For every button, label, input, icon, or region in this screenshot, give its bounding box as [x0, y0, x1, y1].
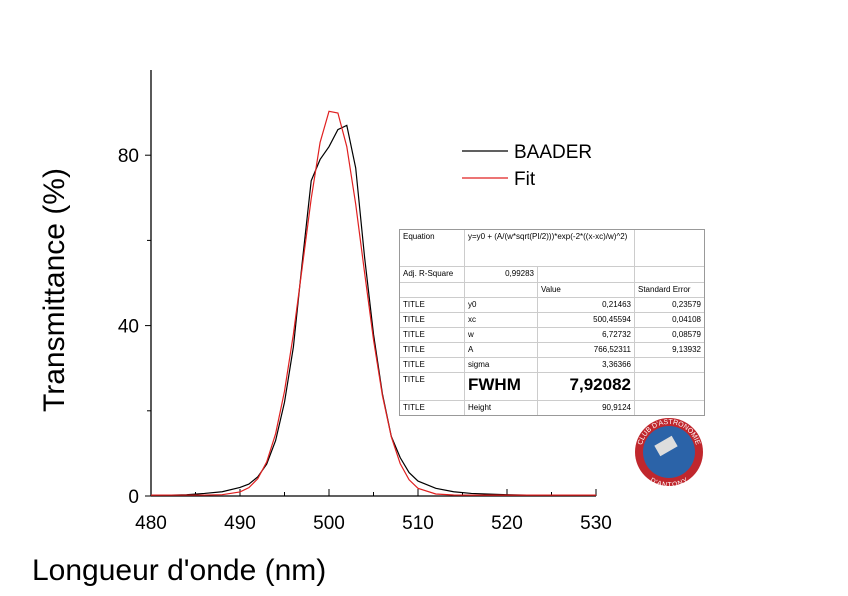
table-row: TITLE xc 500,45594 0,04108 [400, 313, 704, 328]
table-cell: 9,13932 [672, 345, 701, 354]
table-cell: y=y0 + (A/(w*sqrt(PI/2)))*exp(-2*((x-xc)… [465, 230, 635, 266]
table-row: TITLE y0 0,21463 0,23579 [400, 298, 704, 313]
table-cell: Adj. R-Square [400, 267, 465, 282]
table-cell: 500,45594 [538, 313, 635, 327]
series-line [150, 110, 596, 496]
x-tick-label: 520 [491, 513, 523, 534]
table-row: TITLE A 766,52311 9,13932 [400, 343, 704, 358]
table-cell: Value [538, 283, 635, 297]
table-cell: w [465, 328, 538, 342]
table-cell: y0 [465, 298, 538, 312]
table-cell: 0,21463 [538, 298, 635, 312]
table-cell [635, 267, 704, 282]
table-row: TITLE sigma 3,36366 [400, 358, 704, 373]
table-row: Adj. R-Square 0,99283 [400, 267, 704, 283]
table-cell [635, 358, 704, 372]
table-cell: 0,23579 [672, 300, 701, 309]
table-cell: TITLE [400, 373, 465, 400]
logo: CLUB D'ASTRONOMIE D'ANTONY [635, 418, 703, 489]
table-cell [400, 283, 465, 297]
table-cell [538, 267, 635, 282]
table-row: Value Standard Error [400, 283, 704, 298]
table-cell [635, 373, 704, 400]
table-cell: TITLE [400, 313, 465, 327]
table-row: TITLE w 6,72732 0,08579 [400, 328, 704, 343]
x-tick-label: 490 [224, 513, 256, 534]
table-cell: xc [465, 313, 538, 327]
table-cell: sigma [465, 358, 538, 372]
table-cell: 766,52311 [538, 343, 635, 357]
legend-label: Fit [514, 169, 536, 190]
x-tick-label: 480 [135, 513, 167, 534]
table-cell: 0,99283 [465, 267, 538, 282]
table-cell [635, 401, 704, 415]
table-cell: TITLE [400, 298, 465, 312]
legend-label: BAADER [514, 142, 592, 163]
table-cell: 0,04108 [672, 315, 701, 324]
table-cell: TITLE [400, 328, 465, 342]
table-cell: TITLE [400, 343, 465, 357]
table-cell: 3,36366 [538, 358, 635, 372]
table-cell: Height [465, 401, 538, 415]
table-cell: 6,72732 [538, 328, 635, 342]
table-cell: 7,92082 [538, 373, 635, 400]
x-tick-label: 530 [580, 513, 612, 534]
y-tick-label: 40 [118, 317, 139, 338]
table-cell: TITLE [400, 358, 465, 372]
logo-telescope [654, 435, 678, 457]
table-row: TITLE Height 90,9124 [400, 401, 704, 415]
table-cell: FWHM [465, 373, 538, 400]
x-axis-label: Longueur d'onde (nm) [32, 554, 326, 587]
y-tick-label: 0 [128, 487, 139, 508]
y-axis-label: Transmittance (%) [38, 168, 71, 412]
fit-table: Equation y=y0 + (A/(w*sqrt(PI/2)))*exp(-2… [399, 229, 705, 416]
table-cell: 0,08579 [672, 330, 701, 339]
logo-disc [643, 426, 695, 478]
table-cell [635, 230, 704, 266]
table-cell: Equation [400, 230, 465, 266]
y-tick-label: 80 [118, 146, 139, 167]
table-cell: Standard Error [638, 285, 691, 294]
table-row: Equation y=y0 + (A/(w*sqrt(PI/2)))*exp(-2… [400, 230, 704, 267]
table-cell: 90,9124 [538, 401, 635, 415]
series-line [150, 124, 597, 497]
table-cell: TITLE [400, 401, 465, 415]
x-tick-label: 510 [402, 513, 434, 534]
table-cell: A [465, 343, 538, 357]
table-row: TITLE FWHM 7,92082 [400, 373, 704, 401]
table-cell [465, 283, 538, 297]
x-tick-label: 500 [313, 513, 345, 534]
